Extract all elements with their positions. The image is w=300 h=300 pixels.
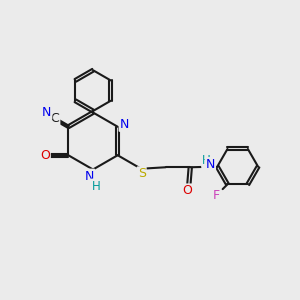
Text: N: N <box>120 118 129 131</box>
Text: H: H <box>202 154 211 167</box>
Text: C: C <box>51 112 59 125</box>
Text: S: S <box>138 167 146 180</box>
Text: O: O <box>40 149 50 162</box>
Text: H: H <box>92 179 100 193</box>
Text: O: O <box>182 184 192 197</box>
Text: N: N <box>206 158 215 171</box>
Text: N: N <box>85 169 94 183</box>
Text: N: N <box>42 106 51 118</box>
Text: F: F <box>212 189 220 202</box>
